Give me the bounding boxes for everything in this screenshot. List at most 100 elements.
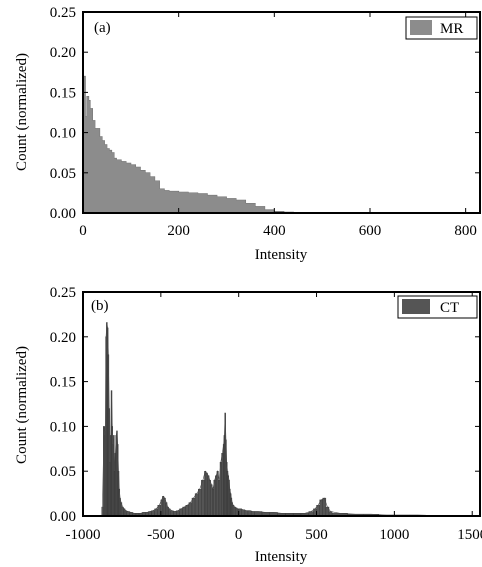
mr-bin: [216, 196, 227, 213]
mr-bin: [207, 195, 217, 213]
mr-bin: [126, 163, 131, 213]
mr-bin: [116, 159, 122, 213]
ct-bin: [205, 472, 208, 517]
y-tick-label: 0.15: [50, 375, 76, 391]
mr-bin: [86, 96, 89, 213]
x-tick-label: 600: [359, 223, 382, 239]
ct-bin: [179, 508, 183, 517]
ct-bin: [212, 488, 214, 517]
mr-bin: [102, 140, 105, 213]
mr-bin: [178, 192, 189, 213]
mr-bin: [99, 136, 103, 213]
y-tick-label: 0.25: [50, 5, 76, 21]
y-tick-label: 0.05: [50, 464, 76, 480]
mr-bin: [264, 209, 275, 213]
y-tick-label: 0.10: [50, 126, 76, 142]
panel-label-a: (a): [94, 20, 111, 36]
x-tick-label: 0: [79, 223, 87, 239]
x-tick-label: 500: [305, 527, 328, 543]
mr-bin: [154, 180, 160, 213]
y-axis-label-a: Count (normalized): [14, 53, 30, 171]
ct-bin: [191, 497, 196, 517]
x-axis-label-b: Intensity: [255, 549, 308, 565]
ct-bin: [163, 497, 166, 517]
mr-bin: [164, 190, 170, 213]
ct-bin: [194, 493, 199, 517]
ct-bin: [201, 479, 205, 517]
ct-bin: [121, 506, 124, 517]
ct-bin: [216, 471, 219, 517]
legend-label-mr: MR: [440, 21, 463, 37]
mr-bin: [97, 128, 100, 213]
mr-bin: [149, 176, 155, 213]
mr-bin: [90, 108, 93, 213]
ct-bin: [204, 471, 207, 517]
mr-bin: [104, 144, 107, 213]
ct-bin: [207, 475, 210, 517]
ct-bin: [218, 479, 221, 517]
x-tick-label: 1000: [379, 527, 409, 543]
ct-bin: [168, 508, 171, 517]
mr-bin: [130, 164, 136, 213]
plot-frame-a: [82, 11, 481, 214]
mr-bin: [83, 76, 86, 213]
ct-bin: [213, 479, 216, 517]
ct-bin: [232, 505, 235, 517]
x-tick-label: 200: [167, 223, 190, 239]
mr-bin: [145, 172, 150, 213]
y-tick-label: 0.05: [50, 166, 76, 182]
y-tick-label: 0.10: [50, 419, 76, 435]
y-tick-label: 0.20: [50, 45, 76, 61]
x-tick-label: -1000: [66, 527, 101, 543]
y-tick-label: 0.00: [50, 509, 76, 525]
legend-a: MR: [405, 16, 478, 40]
mr-series-marks: [82, 75, 304, 214]
y-tick-label: 0.25: [50, 285, 76, 301]
ct-bin: [101, 506, 104, 517]
legend-swatch-b: [402, 299, 430, 314]
mr-bin: [236, 200, 246, 213]
x-tick-label: -500: [147, 527, 175, 543]
mr-bin: [109, 150, 112, 213]
mr-bin: [111, 152, 115, 213]
ct-bin: [188, 502, 193, 517]
x-tick-label: 800: [454, 223, 477, 239]
mr-bin: [169, 191, 179, 213]
x-tick-label: 400: [263, 223, 286, 239]
mr-bin: [88, 100, 91, 213]
mr-bin: [94, 128, 98, 213]
ct-bin: [208, 479, 211, 517]
mr-bin: [197, 193, 208, 213]
y-tick-label: 0.20: [50, 330, 76, 346]
plot-frame-b: [82, 291, 481, 517]
mr-bin: [140, 170, 146, 213]
mr-bin: [106, 148, 110, 213]
mr-bin: [245, 203, 256, 213]
axis-ticks-a: 0 200 400 600 800 0.00 0.05 0.10 0.15 0.20 0.25: [50, 5, 480, 239]
legend-b: CT: [397, 295, 478, 319]
panel-label-b: (b): [91, 298, 109, 314]
ct-bin: [221, 453, 224, 517]
ct-bin: [182, 506, 186, 517]
ct-series-marks: [101, 322, 439, 517]
x-axis-label-a: Intensity: [255, 247, 308, 263]
chart-panel-a: 0 200 400 600 800 0.00 0.05 0.10 0.15 0.20 0.25 (a…: [14, 5, 481, 263]
mr-bin: [135, 167, 141, 213]
mr-bin: [92, 120, 95, 213]
ct-bin: [233, 506, 236, 517]
x-tick-label: 0: [235, 527, 243, 543]
y-tick-label: 0.15: [50, 85, 76, 101]
ct-bin: [198, 488, 202, 517]
y-tick-label: 0.00: [50, 206, 76, 222]
ct-bin: [210, 484, 213, 517]
ct-bin: [215, 475, 218, 517]
ct-bin: [185, 505, 190, 517]
ct-bin: [154, 508, 158, 517]
legend-swatch-a: [410, 20, 432, 35]
mr-bin: [159, 188, 165, 213]
mr-bin: [255, 206, 265, 213]
